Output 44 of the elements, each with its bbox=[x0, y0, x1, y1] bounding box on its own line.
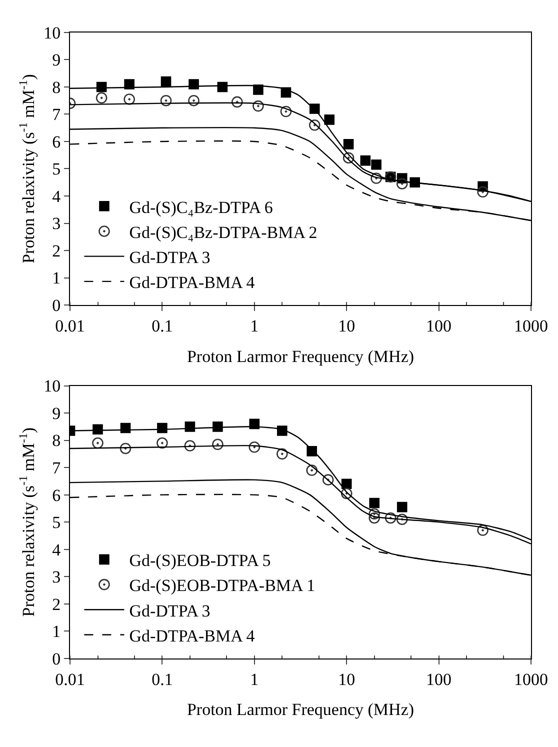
legend-label: Gd-(S)EOB-DTPA 5 bbox=[129, 551, 271, 570]
legend-label: Gd-(S)C₄Bz-DTPA 6 bbox=[129, 198, 273, 217]
y-tick-label: 0 bbox=[52, 649, 61, 668]
x-tick-label: 1000 bbox=[514, 670, 548, 689]
y-tick-label: 9 bbox=[52, 404, 61, 423]
x-tick-label: 0.1 bbox=[152, 316, 173, 336]
y-tick-label: 5 bbox=[52, 160, 61, 179]
x-tick-label: 100 bbox=[426, 670, 452, 689]
x-tick-label: 0.01 bbox=[55, 316, 85, 336]
x-tick-label: 1000 bbox=[514, 316, 548, 336]
y-tick-label: 2 bbox=[52, 594, 61, 614]
y-tick-label: 4 bbox=[52, 540, 62, 560]
legend-label: Gd-DTPA 3 bbox=[129, 248, 210, 267]
legend-label: Gd-(S)C₄Bz-DTPA-BMA 2 bbox=[129, 222, 318, 242]
x-tick-label: 1 bbox=[250, 316, 259, 336]
y-tick-label: 7 bbox=[52, 458, 62, 478]
x-tick-label: 10 bbox=[338, 670, 356, 689]
y-tick-label: 6 bbox=[52, 486, 61, 505]
legend-label: Gd-DTPA 3 bbox=[129, 601, 210, 620]
y-tick-label: 2 bbox=[52, 241, 61, 260]
y-tick-label: 1 bbox=[52, 268, 61, 288]
y-tick-label: 3 bbox=[52, 214, 61, 234]
y-tick-label: 3 bbox=[52, 568, 61, 587]
x-axis-title: Proton Larmor Frequency (MHz) bbox=[186, 700, 414, 720]
x-tick-label: 100 bbox=[426, 316, 452, 336]
legend-label: Gd-DTPA-BMA 4 bbox=[129, 626, 256, 646]
y-tick-label: 6 bbox=[52, 132, 61, 152]
x-tick-label: 0.1 bbox=[152, 670, 173, 689]
y-tick-label: 5 bbox=[52, 513, 61, 532]
y-tick-label: 10 bbox=[44, 376, 61, 396]
y-tick-label: 8 bbox=[52, 78, 61, 97]
legend-label: Gd-(S)EOB-DTPA-BMA 1 bbox=[129, 576, 316, 596]
x-tick-label: 10 bbox=[338, 316, 356, 336]
y-tick-label: 0 bbox=[52, 296, 61, 315]
y-tick-label: 1 bbox=[52, 622, 61, 642]
y-tick-label: 9 bbox=[52, 50, 61, 70]
y-tick-label: 8 bbox=[52, 431, 61, 450]
legend-label: Gd-DTPA-BMA 4 bbox=[129, 273, 256, 292]
x-tick-label: 1 bbox=[250, 670, 259, 689]
y-tick-label: 4 bbox=[52, 186, 62, 206]
y-tick-label: 7 bbox=[52, 105, 62, 124]
x-axis-title: Proton Larmor Frequency (MHz) bbox=[186, 346, 414, 366]
x-tick-label: 0.01 bbox=[55, 670, 85, 689]
y-tick-label: 10 bbox=[44, 23, 61, 42]
